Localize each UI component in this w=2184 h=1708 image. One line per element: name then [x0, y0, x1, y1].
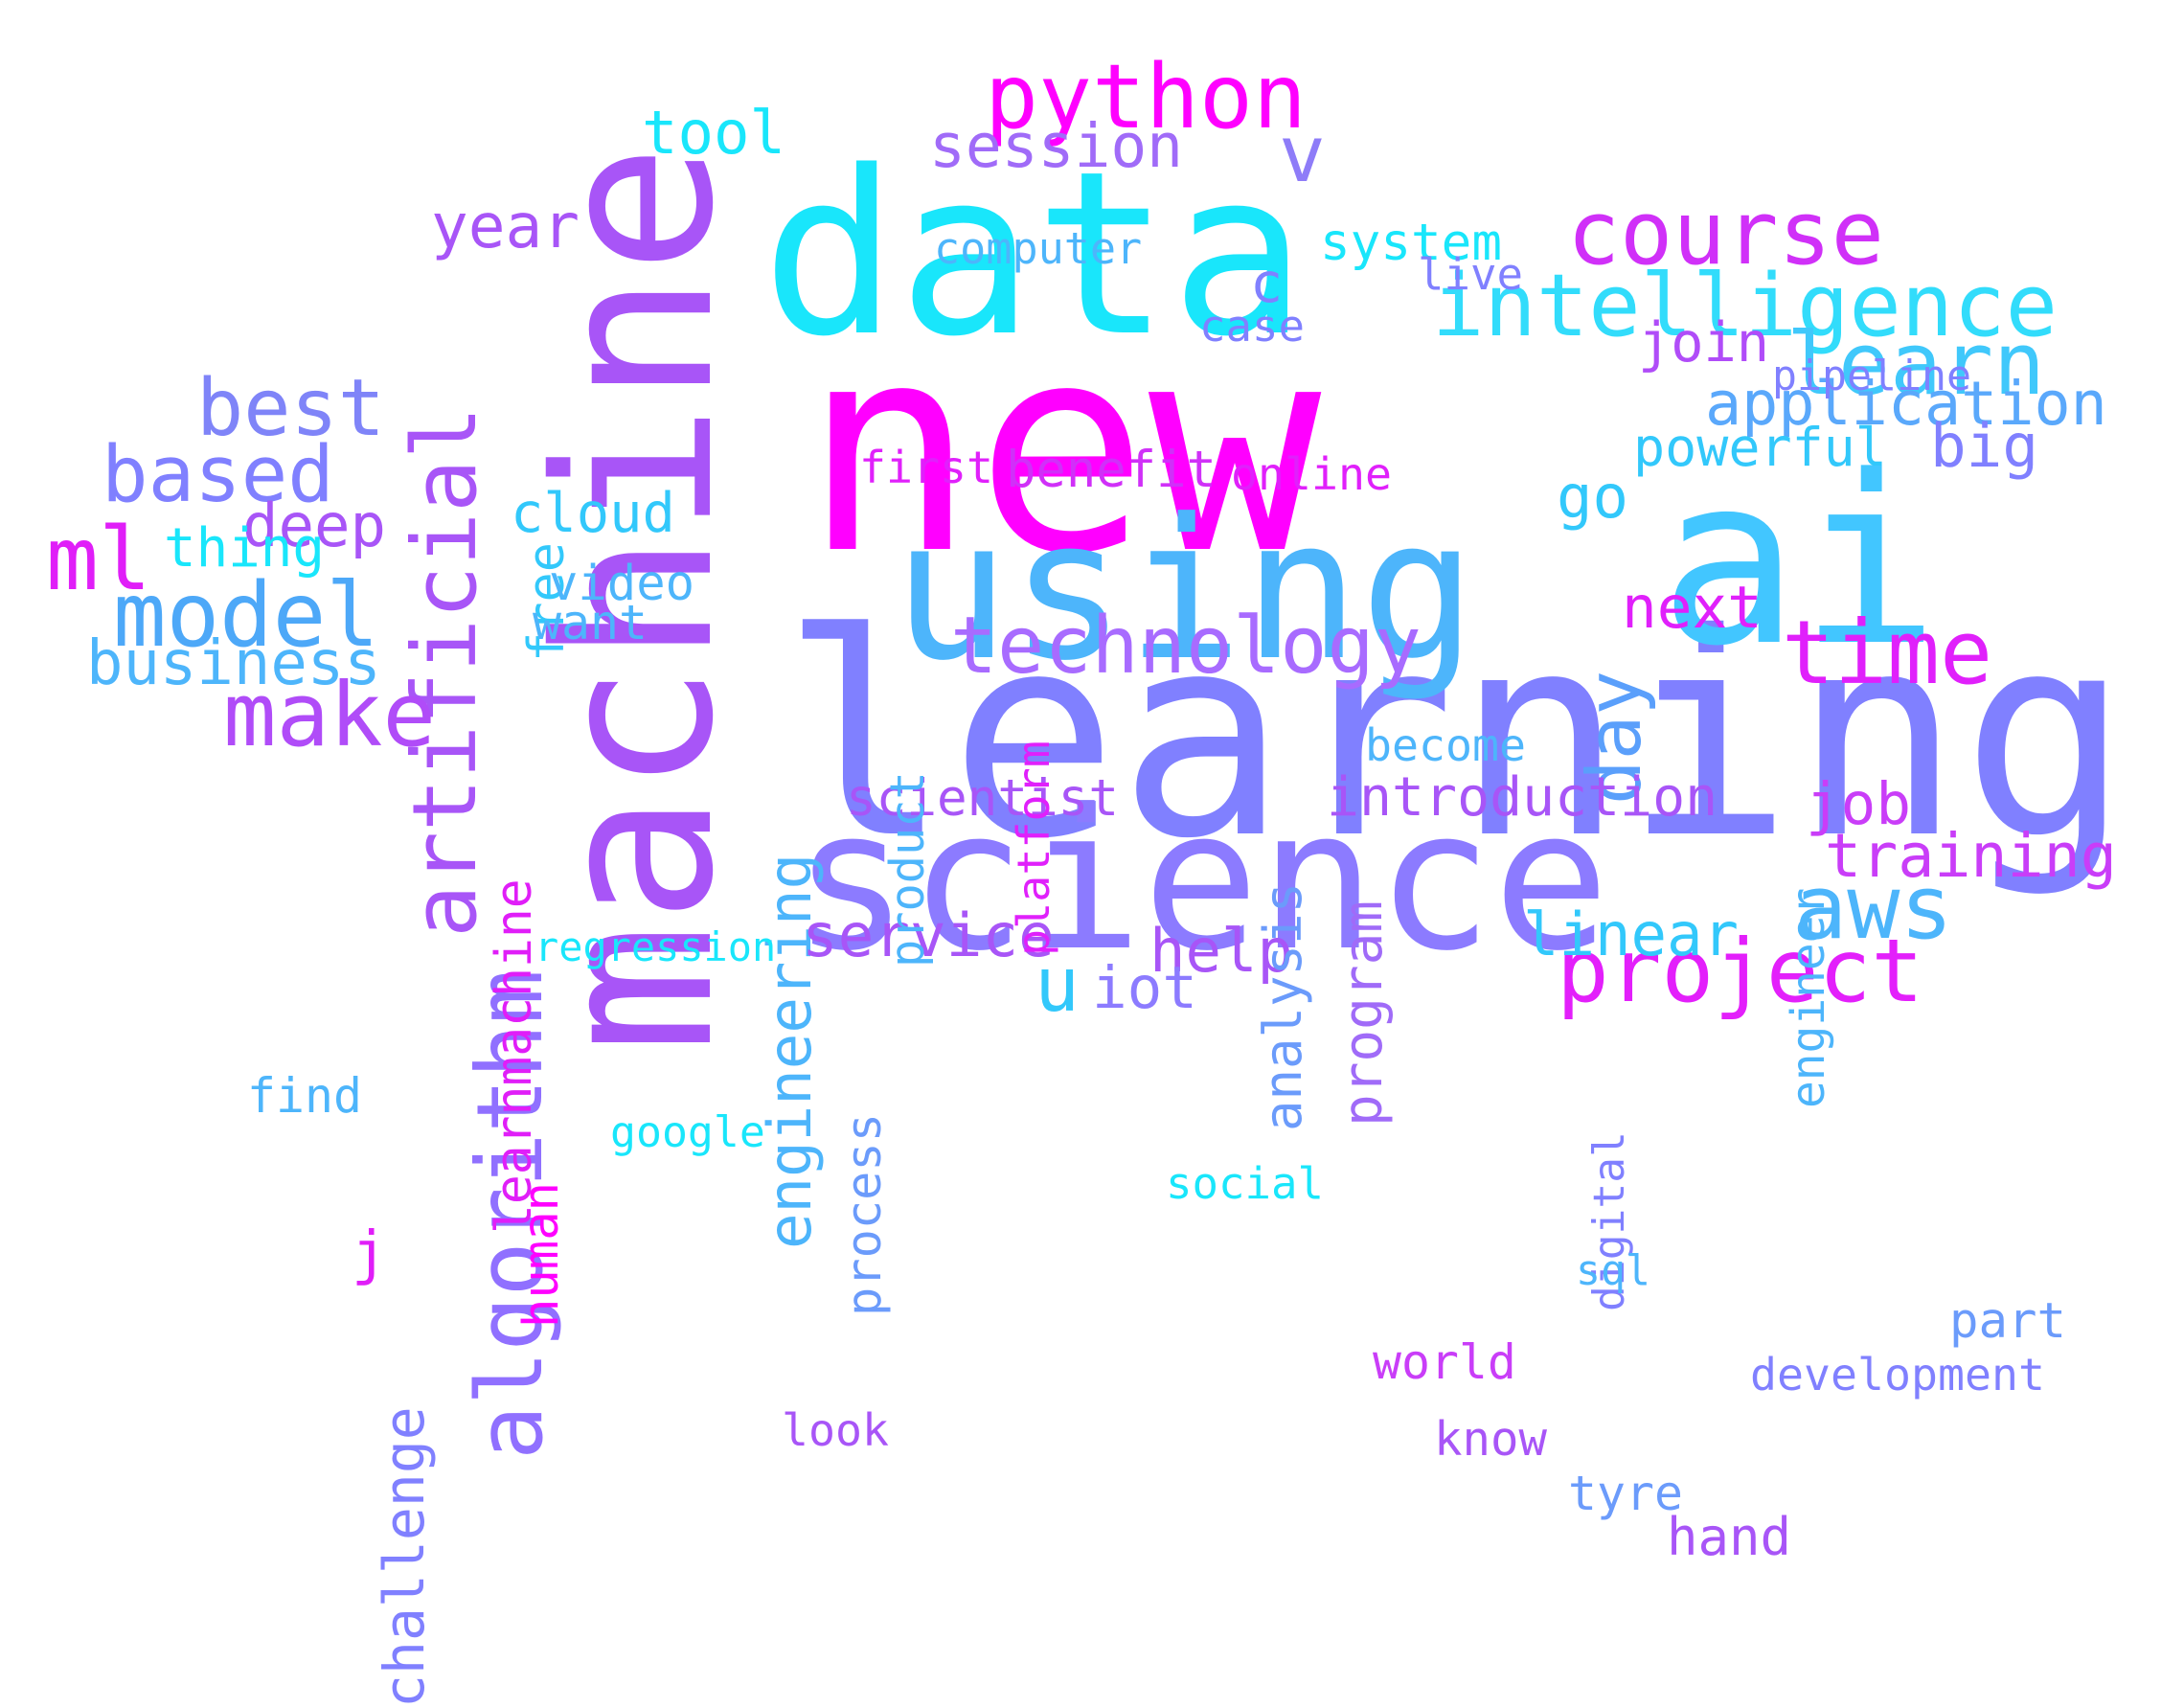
word-become: become	[1365, 719, 1526, 771]
word-business: business	[86, 628, 381, 699]
word-join: join	[1638, 311, 1770, 375]
word-case: case	[1199, 301, 1306, 352]
word-learnmachine: learnmachine	[486, 878, 543, 1234]
word-next: next	[1622, 574, 1763, 642]
word-service: service	[802, 900, 1055, 970]
word-scientist: scientist	[846, 769, 1119, 828]
word-program: program	[1332, 900, 1395, 1127]
word-project: project	[1557, 922, 1924, 1022]
word-help: help	[1149, 916, 1294, 986]
word-v: v	[1279, 110, 1326, 200]
word-cloud: cloud	[511, 482, 675, 545]
word-benefit: benefit	[1006, 442, 1217, 499]
word-analysis: analysis	[1253, 881, 1313, 1131]
word-aws: aws	[1794, 856, 1953, 959]
word-best: best	[196, 363, 385, 454]
word-regression: regression	[535, 923, 777, 970]
word-ml: ml	[46, 508, 151, 610]
word-google: google	[610, 1106, 765, 1157]
word-platform: platform	[1009, 740, 1060, 956]
word-powerful: powerful	[1633, 417, 1887, 478]
word-big: big	[1930, 411, 2039, 481]
word-model: model	[113, 563, 379, 667]
word-python: python	[985, 45, 1307, 148]
word-year: year	[431, 191, 580, 262]
word-linear: linear	[1523, 900, 1740, 969]
word-first: first	[859, 442, 993, 493]
word-live: live	[1418, 249, 1524, 300]
word-cloud: new learning machine data science ai using pyth…	[46, 45, 2130, 1708]
word-course: course	[1567, 182, 1884, 285]
word-training: training	[1825, 820, 2117, 891]
word-iot: iot	[1092, 954, 1197, 1022]
word-introduction: introduction	[1327, 766, 1718, 829]
word-session: session	[929, 111, 1184, 181]
word-find: find	[247, 1068, 362, 1124]
word-world: world	[1373, 1334, 1516, 1390]
word-time: time	[1782, 602, 1993, 704]
word-process: process	[835, 1113, 892, 1316]
word-know: know	[1434, 1412, 1548, 1467]
word-part: part	[1949, 1292, 2067, 1349]
word-data: data	[762, 123, 1308, 386]
word-new: new	[803, 283, 1322, 617]
word-online: online	[1231, 448, 1392, 500]
word-ai: ai	[1659, 426, 1940, 697]
word-learning: learning	[781, 573, 2130, 900]
word-computer: computer	[934, 223, 1143, 274]
word-science: science	[792, 767, 1610, 993]
word-c: c	[1250, 252, 1284, 315]
word-sql: sql	[1576, 1247, 1651, 1295]
word-development: development	[1750, 1349, 2045, 1401]
word-want: want	[533, 595, 648, 650]
word-job: job	[1806, 770, 1911, 838]
word-engineer: engineer	[1783, 887, 1835, 1108]
word-pipeline: pipeline	[1772, 353, 1972, 400]
word-thing: thing	[164, 517, 325, 580]
word-human: human	[512, 1181, 569, 1328]
word-using: using	[893, 477, 1477, 703]
word-make: make	[223, 663, 437, 766]
word-technology: technology	[950, 601, 1422, 692]
word-go: go	[1557, 462, 1629, 532]
word-tool: tool	[642, 98, 786, 168]
word-look: look	[782, 1404, 889, 1456]
word-video: video	[549, 555, 695, 611]
word-intelligence: intelligence	[1432, 256, 2059, 356]
word-j: j	[352, 1219, 387, 1287]
word-product: product	[881, 771, 935, 968]
word-based: based	[102, 430, 334, 520]
word-challenge: challenge	[372, 1406, 437, 1708]
word-social: social	[1166, 1158, 1325, 1209]
word-application: application	[1705, 368, 2107, 439]
word-learn: learn	[1786, 315, 2045, 415]
word-deep: deep	[242, 490, 387, 560]
word-hand: hand	[1667, 1507, 1792, 1567]
word-tyre: tyre	[1568, 1466, 1683, 1521]
word-u: u	[1035, 943, 1080, 1029]
word-system: system	[1320, 214, 1502, 272]
